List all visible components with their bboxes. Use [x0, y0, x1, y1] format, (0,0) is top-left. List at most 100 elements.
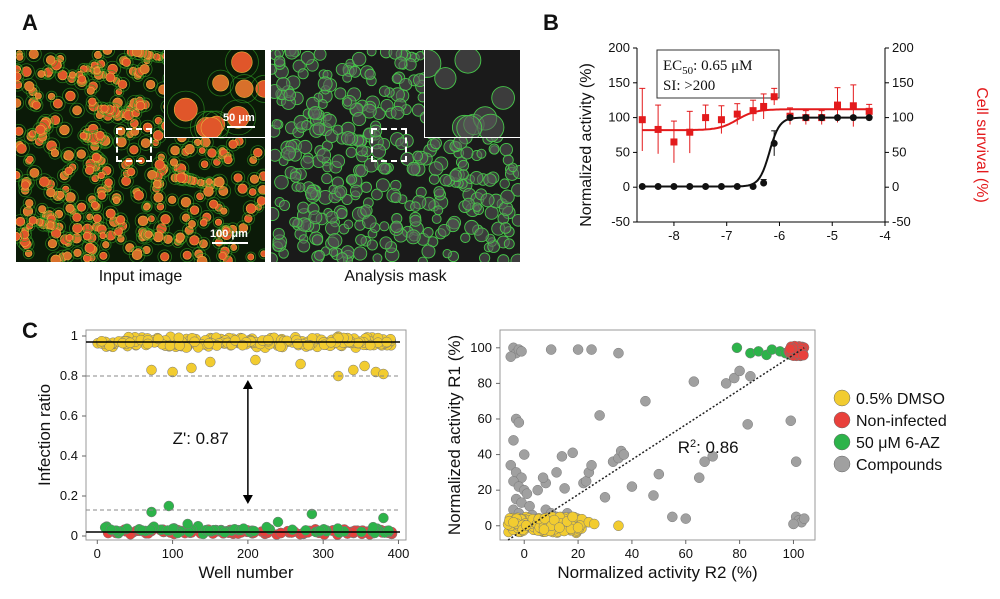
- left-y-tick-label: 200: [608, 40, 630, 55]
- y-tick-label: 0.8: [60, 368, 78, 383]
- compounds-point: [626, 481, 638, 492]
- cell-body: [390, 192, 402, 203]
- cell-outline: [476, 148, 487, 159]
- az-point: [167, 523, 179, 534]
- plot-frame: [499, 329, 816, 541]
- az-point: [238, 523, 249, 534]
- cytoskeleton-mark: [157, 211, 174, 228]
- cell-outline: [346, 174, 358, 185]
- cell-nucleus: [249, 156, 258, 164]
- cell-outline: [437, 224, 451, 237]
- cell-outline: [353, 246, 368, 261]
- az-point: [287, 524, 298, 536]
- mask-inset: [424, 50, 520, 138]
- cytoskeleton-mark: [18, 177, 33, 193]
- cell-nucleus: [143, 203, 150, 211]
- cytoskeleton-mark: [97, 230, 109, 242]
- compounds-point: [513, 417, 525, 428]
- cell-nucleus: [47, 239, 57, 249]
- survival-point: [717, 116, 725, 124]
- az-point: [145, 524, 156, 536]
- cell-body: [485, 206, 499, 220]
- cell-body: [308, 106, 322, 120]
- compounds-point: [618, 449, 630, 460]
- cytoskeleton-mark: [16, 229, 24, 244]
- cytoskeleton-mark: [172, 169, 190, 186]
- cytoskeleton-mark: [247, 153, 260, 167]
- cell-nucleus: [193, 138, 202, 147]
- cytoskeleton-mark: [56, 231, 74, 248]
- cell-outline: [491, 86, 515, 110]
- survival-point: [638, 116, 646, 124]
- activity-point: [849, 114, 857, 122]
- cytoskeleton-mark: [247, 172, 262, 187]
- cytoskeleton-mark: [43, 52, 59, 68]
- cell-nucleus: [76, 149, 86, 159]
- cell-nucleus: [20, 180, 30, 190]
- cell-nucleus: [147, 170, 157, 180]
- dmso-point: [124, 337, 136, 349]
- cytoskeleton-mark: [229, 74, 259, 104]
- cytoskeleton-mark: [16, 140, 30, 157]
- cell-nucleus: [105, 208, 116, 219]
- cell-outline: [360, 204, 373, 217]
- compounds-point: [798, 513, 810, 524]
- ec50-annotation: EC50: 0.65 μM: [663, 58, 752, 77]
- cell-body: [367, 239, 378, 251]
- cell-body: [343, 97, 352, 107]
- cell-body: [454, 50, 481, 74]
- cell-outline: [334, 185, 348, 199]
- input-inset-graphic: [165, 50, 265, 137]
- cell-nucleus: [64, 166, 73, 176]
- cell-nucleus: [86, 86, 95, 95]
- x-tick-label: -6: [774, 228, 786, 243]
- cell-body: [379, 236, 392, 249]
- cell-nucleus: [46, 187, 56, 198]
- activity-point: [802, 114, 810, 122]
- cell-body: [334, 185, 347, 198]
- cytoskeleton-mark: [221, 153, 235, 167]
- cell-outline: [369, 124, 383, 138]
- cell-outline: [361, 103, 377, 119]
- survival-point: [686, 128, 694, 136]
- cell-outline: [511, 183, 520, 197]
- left-y-tick-label: 100: [608, 110, 630, 125]
- cytoskeleton-mark: [122, 240, 138, 255]
- cell-nucleus: [84, 242, 96, 254]
- compounds-point: [653, 468, 665, 480]
- legend-label: Compounds: [856, 457, 942, 474]
- cell-body: [290, 171, 301, 183]
- cell-body: [274, 50, 284, 58]
- cell-body: [508, 163, 518, 172]
- cell-outline: [499, 222, 512, 234]
- cytoskeleton-mark: [110, 195, 123, 207]
- compounds-point: [516, 346, 527, 357]
- cell-body: [416, 51, 425, 60]
- cytoskeleton-mark: [177, 194, 195, 211]
- input-roi-box: [116, 128, 152, 162]
- cytoskeleton-mark: [116, 53, 132, 69]
- cell-body: [316, 148, 331, 163]
- cell-body: [314, 250, 325, 261]
- cell-nucleus: [97, 191, 106, 200]
- cell-body: [487, 240, 500, 253]
- cytoskeleton-mark: [128, 50, 146, 61]
- cell-body: [281, 146, 296, 161]
- cell-nucleus: [153, 179, 161, 188]
- cell-nucleus: [169, 158, 179, 167]
- x-tick-label: -5: [826, 228, 838, 243]
- cell-nucleus: [228, 139, 238, 149]
- activity-point: [865, 114, 873, 122]
- cytoskeleton-mark: [16, 124, 27, 139]
- cell-outline: [390, 192, 402, 204]
- cell-nucleus: [73, 248, 82, 257]
- compounds-point: [688, 376, 700, 387]
- cell-body: [346, 147, 357, 158]
- cell-nucleus: [233, 173, 243, 183]
- compounds-point: [693, 472, 705, 483]
- survival-point: [770, 93, 778, 101]
- dmso-point: [348, 364, 359, 376]
- cell-nucleus: [189, 235, 200, 246]
- cell-body: [379, 221, 389, 231]
- cytoskeleton-mark: [220, 99, 257, 136]
